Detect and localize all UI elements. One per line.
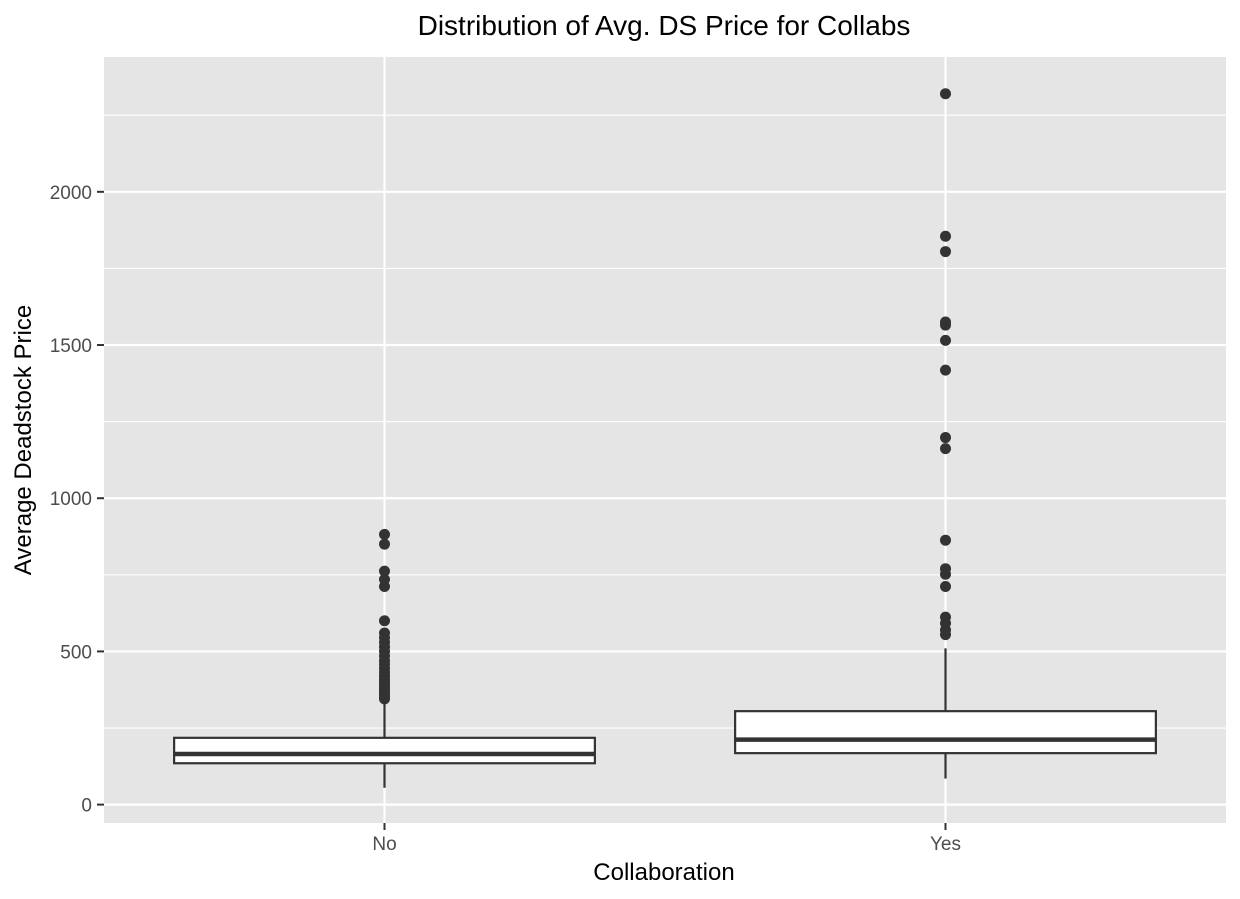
y-axis-title: Average Deadstock Price bbox=[10, 305, 37, 575]
outlier-point bbox=[379, 565, 390, 577]
y-tick-label: 500 bbox=[60, 642, 92, 663]
outlier-point bbox=[940, 443, 951, 455]
outlier-point bbox=[940, 534, 951, 546]
outlier-point bbox=[940, 246, 951, 258]
outlier-point bbox=[940, 563, 951, 575]
box-series bbox=[173, 88, 1157, 788]
iqr-box bbox=[734, 710, 1157, 755]
x-axis-ticks: No Yes bbox=[372, 823, 961, 855]
y-tick-label: 1000 bbox=[50, 489, 92, 510]
outlier-point bbox=[940, 230, 951, 242]
outlier-point bbox=[940, 432, 951, 444]
iqr-box bbox=[173, 736, 596, 765]
outlier-point bbox=[940, 611, 951, 623]
outlier-point bbox=[379, 615, 390, 627]
outlier-point bbox=[379, 538, 390, 550]
outlier-point bbox=[940, 580, 951, 592]
y-tick-label: 2000 bbox=[50, 183, 92, 204]
y-axis-ticks: 0 500 1000 1500 2000 bbox=[50, 183, 104, 817]
chart-title: Distribution of Avg. DS Price for Collab… bbox=[418, 10, 911, 41]
outlier-point bbox=[940, 316, 951, 328]
outlier-point bbox=[940, 334, 951, 346]
outlier-point bbox=[940, 88, 951, 100]
outlier-point bbox=[379, 627, 390, 639]
outlier-point bbox=[379, 528, 390, 540]
x-axis-title: Collaboration bbox=[593, 859, 734, 886]
box-yes bbox=[734, 88, 1157, 779]
x-tick-label: No bbox=[372, 834, 396, 855]
plot-panel bbox=[104, 57, 1226, 823]
y-tick-label: 1500 bbox=[50, 336, 92, 357]
major-gridlines bbox=[104, 57, 1226, 823]
outlier-point bbox=[379, 573, 390, 585]
y-tick-label: 0 bbox=[81, 796, 92, 817]
box-no bbox=[173, 528, 596, 788]
outlier-point bbox=[940, 364, 951, 376]
x-tick-label: Yes bbox=[930, 834, 961, 855]
